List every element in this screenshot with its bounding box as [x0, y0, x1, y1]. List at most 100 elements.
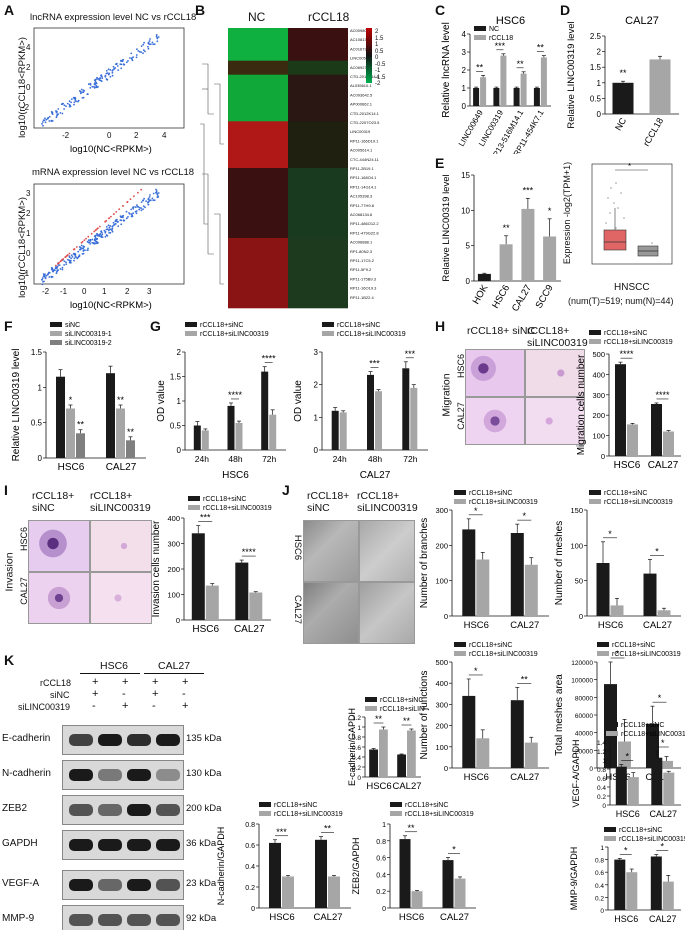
category-label: CAL27 — [510, 620, 539, 631]
bar — [660, 760, 673, 768]
blot-band — [156, 734, 180, 746]
scatter-point — [61, 266, 64, 269]
heatmap-cell — [228, 140, 288, 145]
bar — [643, 573, 657, 616]
bar — [650, 856, 662, 910]
legend-label: siNC — [65, 322, 80, 329]
chart-g-cal27: 0 1 2 3 24h 48h *** 72h *** OD value CAL27 rCCL18+s… — [293, 322, 428, 480]
legend-label: rCCL18 — [489, 35, 513, 42]
sig-marker: *** — [495, 41, 506, 51]
heatmap-gene-label: RP11-77H9.8 — [350, 203, 375, 208]
scatter-point — [101, 236, 104, 238]
sig-marker: * — [625, 752, 629, 762]
bar — [462, 695, 476, 768]
scatter-point — [74, 255, 77, 257]
scatter-point — [89, 83, 92, 86]
y-tick-label: 0 — [382, 906, 386, 913]
scatter-point — [93, 83, 96, 86]
scatter-point — [86, 93, 89, 96]
scatter-point — [81, 247, 83, 250]
scatter-point — [114, 220, 117, 223]
blot-kda: 36 kDa — [186, 838, 217, 849]
y-tick-label: 0 — [579, 612, 583, 621]
legend-label: rCCL18+siLINC00319 — [203, 505, 272, 512]
y-tick-label: 60000 — [575, 713, 593, 720]
blot-kda: 135 kDa — [186, 733, 222, 744]
y-tick-label: 2 — [314, 381, 319, 390]
blot-kda: 92 kDa — [186, 913, 217, 924]
scatter-point — [68, 255, 71, 257]
boxplot-sig: * — [628, 162, 631, 171]
heatmap-gene-label: RP11-486O12.2 — [350, 221, 379, 226]
legend-swatch — [259, 811, 271, 816]
y-tick-label: 200 — [435, 541, 448, 550]
heatmap-cell — [288, 121, 348, 127]
bar — [657, 610, 671, 616]
legend-swatch — [454, 651, 466, 656]
scatter-point-up — [115, 211, 118, 213]
h-photo-hsc6-sinc — [465, 349, 525, 397]
y-tick-label: 0.8 — [597, 767, 606, 774]
scatter-point — [68, 259, 71, 262]
blot-band — [127, 734, 151, 746]
y-tick-label: 50 — [575, 577, 583, 586]
y-tick-label: 0.8 — [245, 822, 255, 829]
scatter-point — [68, 103, 71, 106]
scatter-point — [112, 65, 115, 68]
bar — [76, 433, 85, 458]
bar — [476, 559, 490, 616]
heatmap-cell — [228, 298, 288, 304]
h-col1: rCCL18+ siNC — [467, 325, 535, 337]
bar — [235, 423, 243, 450]
heatmap-cell — [228, 303, 288, 309]
heatmap-gene-label: AP000662.1 — [350, 102, 373, 107]
heatmap-gene-label: AC105398.3 — [350, 194, 373, 199]
bar — [520, 73, 527, 106]
scatter-point — [130, 208, 133, 211]
heatmap-cell — [288, 37, 348, 43]
blot-row — [62, 870, 184, 900]
heatmap-cell — [228, 228, 288, 234]
lncrna-scatter-ylabel: log10(rCCL18<RPKM>) — [16, 37, 28, 138]
bar — [379, 729, 388, 777]
scatter-point — [122, 219, 125, 222]
y-tick-label: 0.4 — [376, 872, 386, 879]
scatter-point — [80, 88, 83, 91]
heatmap-cell — [228, 130, 288, 136]
scatter-point — [134, 210, 137, 213]
scatter-point — [65, 263, 68, 266]
heatmap-gene-label: RP11-479G22.8 — [350, 230, 379, 235]
legend-label: siLINC00319-2 — [65, 340, 112, 347]
category-label: HSC6 — [616, 809, 640, 819]
scatter-point — [41, 277, 44, 279]
scatter-point — [63, 108, 65, 110]
heatmap-gene-label: RP1-80N2.3 — [350, 249, 373, 254]
scatter-point — [156, 193, 159, 196]
bar — [651, 757, 663, 805]
heatmap-cell — [288, 98, 348, 103]
bar — [315, 839, 327, 909]
legend-swatch — [322, 322, 334, 327]
heatmap-cell — [288, 46, 348, 52]
i-row2: CAL27 — [18, 577, 29, 605]
sig-marker: * — [474, 506, 478, 516]
scatter-point — [133, 206, 135, 208]
heatmap-cell — [228, 158, 288, 164]
svg-text:0: 0 — [82, 287, 87, 296]
heatmap-cell — [288, 93, 348, 99]
panel-h-images: rCCL18+ siNC rCCL18+ siLINC00319 Migrati… — [441, 325, 588, 475]
heatmap-cell — [228, 60, 288, 66]
scatter-point — [79, 92, 82, 95]
scatter-point — [117, 69, 120, 71]
sig-marker: * — [548, 206, 552, 216]
legend-label: rCCL18+siLINC00319 — [469, 499, 538, 506]
scatter-point-up — [108, 217, 111, 219]
scatter-point — [109, 69, 112, 71]
scatter-point — [109, 231, 112, 234]
scatter-point — [134, 206, 137, 209]
panel-j-images: rCCL18+ siNC rCCL18+ siLINC00319 HSC6 CA… — [285, 490, 418, 650]
scatter-point — [61, 103, 63, 105]
scatter-point-up — [126, 200, 129, 203]
bar — [627, 777, 639, 805]
